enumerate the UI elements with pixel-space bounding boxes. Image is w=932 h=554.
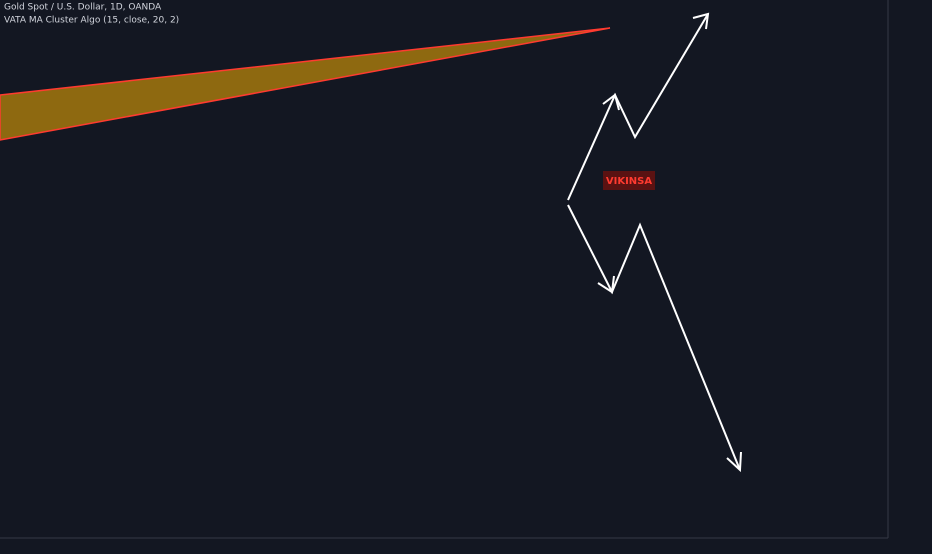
chart-title: Gold Spot / U.S. Dollar, 1D, OANDA bbox=[4, 3, 162, 13]
arrow-head bbox=[597, 275, 615, 294]
arrow-up bbox=[567, 13, 709, 201]
annotation-box bbox=[603, 171, 655, 190]
wedge bbox=[0, 27, 611, 141]
arrows bbox=[567, 12, 742, 473]
arrow-head bbox=[602, 93, 620, 111]
arrow-head bbox=[692, 12, 710, 30]
arrow-head bbox=[726, 451, 742, 473]
chart-subtitle: VATA MA Cluster Algo (15, close, 20, 2) bbox=[4, 16, 179, 26]
price-axis bbox=[888, 0, 932, 550]
arrow-down bbox=[567, 204, 741, 471]
annotation: VIKINSA bbox=[606, 176, 653, 187]
